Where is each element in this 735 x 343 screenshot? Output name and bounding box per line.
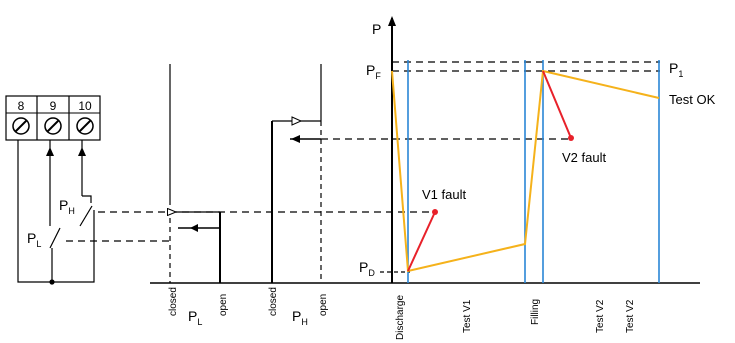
pressure-graph: P PF P1 PD V1 fault V2 fault Test OK xyxy=(359,16,716,340)
v2-fault-label: V2 fault xyxy=(562,150,606,165)
terminal-screw-9-icon xyxy=(44,117,62,135)
terminal-block: 8 9 10 xyxy=(5,95,101,141)
pl-open-label: open xyxy=(218,294,229,316)
y-axis-label: P xyxy=(372,21,381,37)
ph-arrow-closed-icon xyxy=(291,135,300,143)
terminal-9-label: 9 xyxy=(50,99,57,113)
v1-fault-point xyxy=(432,209,438,215)
ph-open-label: open xyxy=(318,294,329,316)
v2-fault-point xyxy=(568,135,574,141)
ph-switch-timeline xyxy=(271,64,322,283)
terminal-screw-10-icon xyxy=(76,117,94,135)
pd-level-label: PD xyxy=(359,259,375,278)
phase-label-test-v1: Test V1 xyxy=(462,299,473,333)
terminal-10-label: 10 xyxy=(78,99,92,113)
pressure-trace-ok xyxy=(391,69,660,273)
ph-arrow-open-icon xyxy=(291,116,303,126)
phase-label-test-v2-a: Test V2 xyxy=(595,299,606,333)
terminal-screw-8-icon xyxy=(12,117,30,135)
pl-switch-timeline xyxy=(170,64,221,283)
v2-fault-trace xyxy=(542,70,572,139)
phase-label-discharge: Discharge xyxy=(395,295,406,340)
test-ok-label: Test OK xyxy=(669,92,716,107)
phase-label-test-v2-b: Test V2 xyxy=(625,299,636,333)
terminal-9-arrow-icon xyxy=(46,147,54,156)
v1-fault-trace xyxy=(407,211,436,272)
y-axis-arrow-icon xyxy=(388,16,396,26)
switch-ph-label: PH xyxy=(59,197,75,216)
switch-wiring xyxy=(17,140,95,285)
pl-closed-label: closed xyxy=(168,287,179,316)
pf-level-label: PF xyxy=(366,62,381,81)
ph-axis-label: PH xyxy=(292,308,308,327)
switch-pl-label: PL xyxy=(27,230,41,249)
phase-label-filling: Filling xyxy=(530,299,541,325)
pl-close-arrow-icon xyxy=(190,224,198,232)
p1-level-label: P1 xyxy=(669,60,683,79)
terminal-8-label: 8 xyxy=(18,99,25,113)
pl-axis-label: PL xyxy=(188,308,202,327)
v1-fault-label: V1 fault xyxy=(422,187,466,202)
terminal-10-arrow-icon xyxy=(78,147,86,156)
ph-closed-label: closed xyxy=(268,287,279,316)
